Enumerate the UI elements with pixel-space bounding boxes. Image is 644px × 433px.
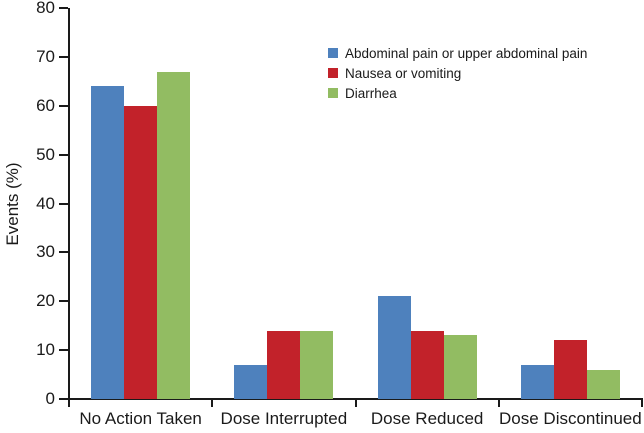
y-tick-label: 30 bbox=[36, 242, 55, 262]
bar bbox=[157, 71, 191, 399]
legend-label: Diarrhea bbox=[345, 85, 397, 101]
y-axis-tick bbox=[59, 55, 68, 58]
y-axis-tick bbox=[59, 251, 68, 254]
category-label: No Action Taken bbox=[79, 409, 202, 428]
legend-label: Abdominal pain or upper abdominal pain bbox=[345, 45, 588, 61]
legend-item: Abdominal pain or upper abdominal pain bbox=[328, 43, 587, 63]
category-label: Dose Interrupted bbox=[220, 409, 348, 428]
legend-swatch-icon bbox=[328, 88, 338, 98]
bar bbox=[267, 330, 301, 399]
bar bbox=[234, 364, 268, 399]
y-axis-line bbox=[68, 8, 70, 400]
y-tick-label: 40 bbox=[36, 193, 55, 213]
x-axis-tick bbox=[641, 399, 643, 407]
y-axis-tick bbox=[59, 153, 68, 156]
legend: Abdominal pain or upper abdominal pain Na… bbox=[328, 43, 587, 103]
y-axis-tick bbox=[59, 398, 68, 400]
legend-item: Nausea or vomiting bbox=[328, 63, 587, 83]
y-axis-tick bbox=[59, 349, 68, 352]
y-axis-tick bbox=[59, 7, 68, 9]
legend-swatch-icon bbox=[328, 48, 338, 58]
bar bbox=[520, 364, 554, 399]
x-axis-tick bbox=[354, 399, 357, 407]
y-tick-label: 0 bbox=[45, 389, 55, 408]
bar bbox=[377, 296, 411, 399]
y-axis-tick bbox=[59, 300, 68, 303]
x-axis-tick bbox=[68, 399, 70, 407]
y-tick-label: 50 bbox=[36, 144, 55, 164]
y-axis-tick bbox=[59, 104, 68, 107]
x-axis-tick bbox=[497, 399, 500, 407]
legend-swatch-icon bbox=[328, 68, 338, 78]
category-label: Dose Reduced bbox=[370, 409, 484, 428]
legend-item: Diarrhea bbox=[328, 83, 587, 103]
y-tick-label: 20 bbox=[36, 291, 55, 311]
bar bbox=[553, 340, 587, 399]
bar bbox=[410, 330, 444, 399]
y-tick-label: 80 bbox=[36, 0, 55, 17]
bar bbox=[124, 105, 158, 399]
bar bbox=[91, 86, 125, 399]
bar bbox=[300, 330, 334, 399]
bar bbox=[586, 369, 620, 399]
category-label: Dose Discontinued bbox=[499, 409, 642, 428]
legend-label: Nausea or vomiting bbox=[345, 65, 462, 81]
y-axis-tick bbox=[59, 202, 68, 205]
bar bbox=[443, 335, 477, 399]
x-axis-tick bbox=[211, 399, 214, 407]
y-tick-label: 60 bbox=[36, 95, 55, 115]
y-tick-label: 70 bbox=[36, 46, 55, 66]
y-tick-label: 10 bbox=[36, 340, 55, 360]
